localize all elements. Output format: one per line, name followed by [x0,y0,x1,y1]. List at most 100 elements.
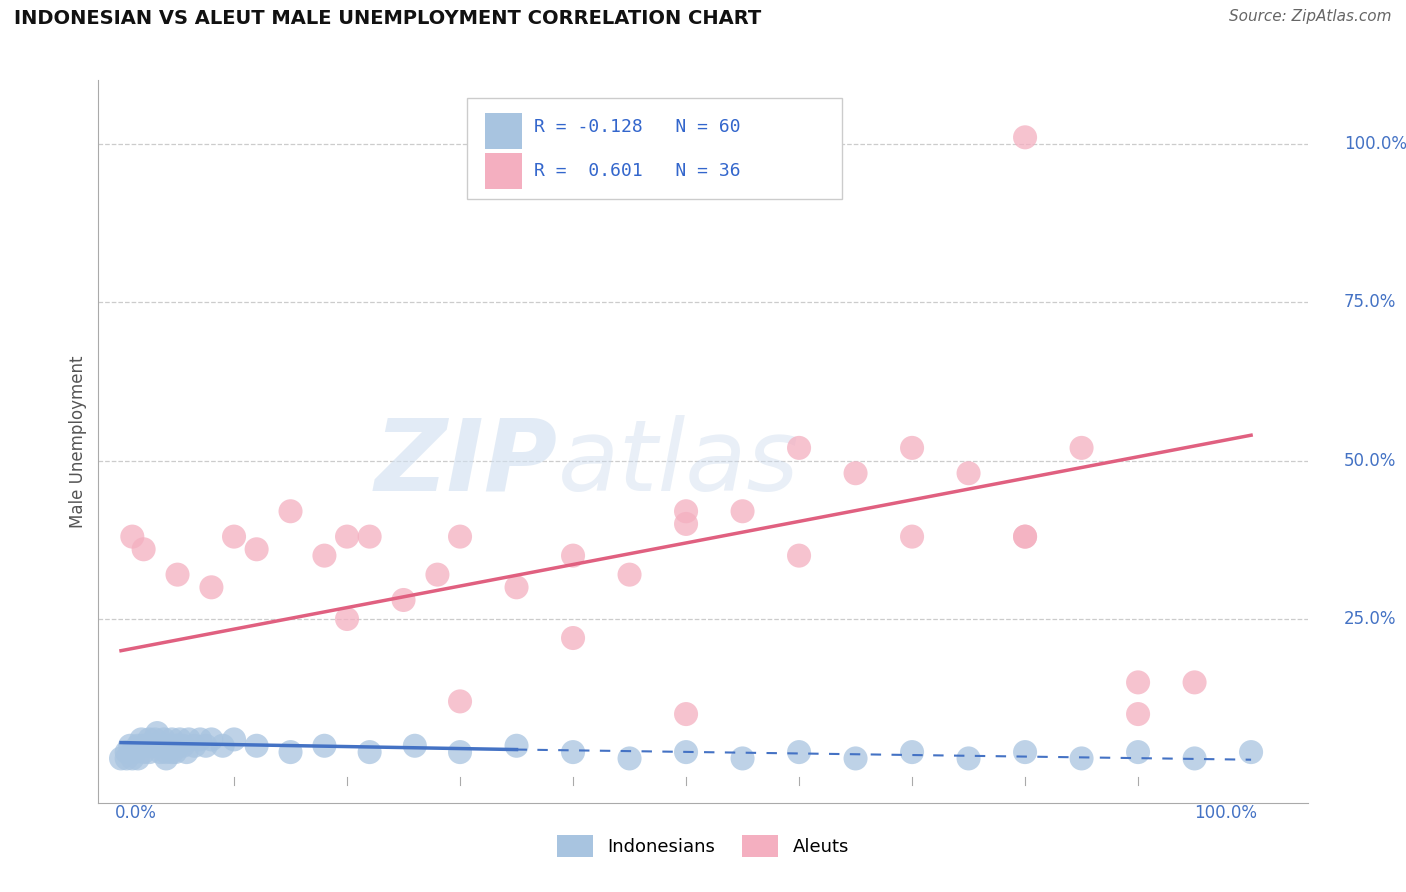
Point [165,745,187,759]
Point [1126,675,1149,690]
Point [153,732,176,747]
Point [194,739,217,753]
Point [505,580,527,594]
Point [314,739,336,753]
Point [392,593,415,607]
Point [200,732,222,747]
Point [115,751,138,765]
FancyBboxPatch shape [467,98,842,200]
Point [449,530,471,544]
Point [404,739,426,753]
Text: 25.0%: 25.0% [1344,610,1396,628]
Point [1126,745,1149,759]
Point [211,739,233,753]
Point [314,549,336,563]
Point [845,751,868,765]
Point [359,745,381,759]
Point [359,530,381,544]
Point [280,745,302,759]
Point [132,739,155,753]
Point [787,549,810,563]
Point [146,726,169,740]
Point [901,530,924,544]
Point [1014,530,1036,544]
Text: R = -0.128   N = 60: R = -0.128 N = 60 [534,119,741,136]
Point [143,732,166,747]
Y-axis label: Male Unemployment: Male Unemployment [69,355,87,528]
Point [731,504,754,518]
Point [138,745,160,759]
Point [142,739,165,753]
Text: Source: ZipAtlas.com: Source: ZipAtlas.com [1229,9,1392,24]
Point [505,739,527,753]
Point [121,745,143,759]
Point [280,504,302,518]
Point [132,542,155,557]
Point [127,751,149,765]
Text: 75.0%: 75.0% [1344,293,1396,311]
Point [449,694,471,708]
Point [166,739,188,753]
Point [110,751,132,765]
Point [135,739,157,753]
Text: atlas: atlas [558,415,800,512]
Point [160,732,183,747]
Point [176,745,198,759]
Legend: Indonesians, Aleuts: Indonesians, Aleuts [548,826,858,866]
Point [787,745,810,759]
Point [675,707,697,722]
Point [177,732,200,747]
Point [426,567,449,582]
Point [143,739,166,753]
Point [183,739,205,753]
Point [172,739,194,753]
Point [1184,751,1206,765]
Text: ZIP: ZIP [375,415,558,512]
Text: 0.0%: 0.0% [115,804,157,822]
Point [957,467,980,481]
Point [188,732,211,747]
Text: 100.0%: 100.0% [1344,135,1406,153]
Point [149,745,172,759]
Point [1070,441,1092,455]
Point [155,745,177,759]
Text: R =  0.601   N = 36: R = 0.601 N = 36 [534,161,741,179]
Point [1014,745,1036,759]
Point [901,441,924,455]
Point [155,751,177,765]
Point [160,745,183,759]
Point [336,530,359,544]
Point [1014,530,1036,544]
Point [901,745,924,759]
Point [166,567,188,582]
Point [246,739,269,753]
Point [149,739,172,753]
Point [731,751,754,765]
Text: INDONESIAN VS ALEUT MALE UNEMPLOYMENT CORRELATION CHART: INDONESIAN VS ALEUT MALE UNEMPLOYMENT CO… [14,9,761,28]
Text: 50.0%: 50.0% [1344,451,1396,469]
Point [132,745,155,759]
Point [138,732,160,747]
Point [200,580,222,594]
Point [562,745,585,759]
Point [619,567,641,582]
Bar [485,153,522,189]
Text: 100.0%: 100.0% [1194,804,1257,822]
Point [1014,130,1036,145]
Point [120,739,142,753]
Point [157,739,180,753]
Point [131,732,153,747]
Point [336,612,359,626]
Point [124,745,146,759]
Point [246,542,269,557]
Point [449,745,471,759]
Point [222,530,245,544]
Point [562,631,585,645]
Point [787,441,810,455]
Point [675,504,697,518]
Point [1240,745,1263,759]
Point [121,751,143,765]
Point [675,516,697,531]
Point [1126,707,1149,722]
Bar [485,112,522,149]
